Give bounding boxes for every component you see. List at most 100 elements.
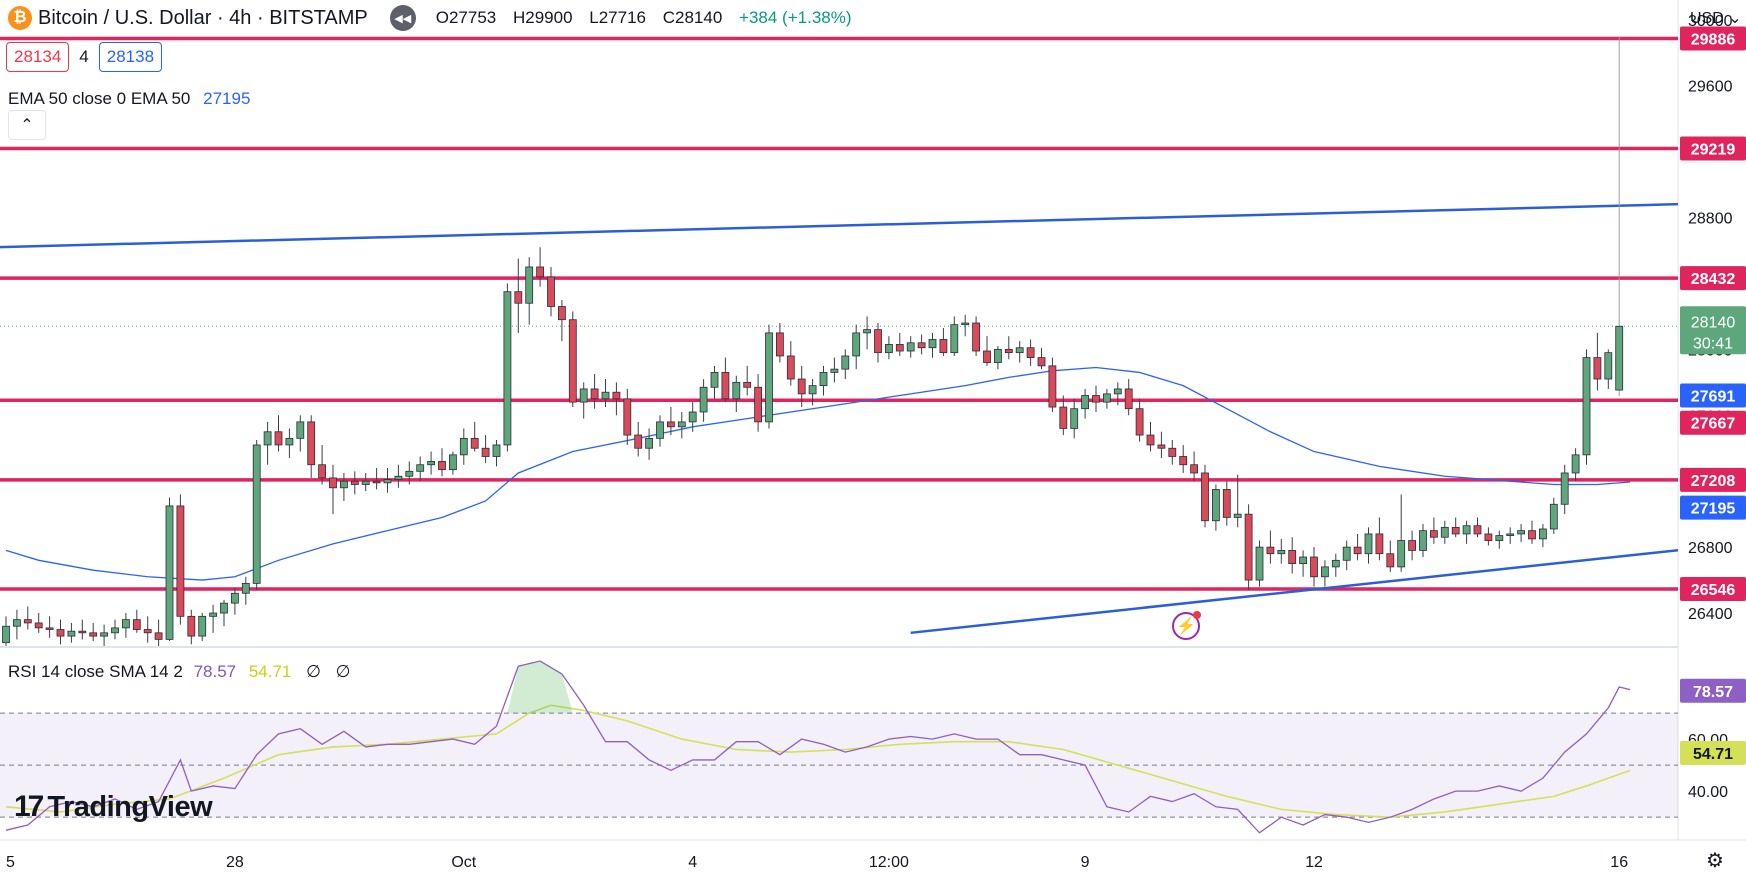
candle-up (394, 464, 403, 488)
candle-up (296, 415, 305, 452)
candle-body (1244, 513, 1253, 581)
candle-body (503, 291, 512, 446)
candle-down (536, 247, 544, 287)
candle-up (1440, 520, 1449, 544)
candle-body (329, 477, 337, 489)
candle-down (786, 341, 795, 386)
candle-down (1528, 520, 1536, 544)
candle-up (1582, 349, 1591, 465)
candle-up (1081, 388, 1089, 419)
candle-down (874, 323, 882, 363)
price-axis-label: 29886 (1680, 26, 1746, 51)
candle-body (1179, 456, 1188, 466)
rsi-tick-label: 40.00 (1688, 784, 1728, 801)
candle-body (1342, 546, 1351, 561)
candle-down (1430, 517, 1438, 544)
candle-body (1506, 533, 1515, 536)
price-axis-label-bg (1680, 467, 1746, 492)
candle-down (45, 616, 54, 638)
candle-body (1484, 533, 1493, 541)
interval[interactable]: 4h (229, 6, 252, 29)
candle-body (1539, 528, 1547, 540)
candle-body (1222, 489, 1231, 518)
candle-body (950, 324, 959, 354)
rsi-legend-empty-1: ∅ (306, 662, 321, 681)
candle-down (1179, 444, 1188, 473)
candle-down (1201, 464, 1209, 528)
event-bolt-icon[interactable]: ⚡ (1172, 611, 1201, 640)
candle-up (111, 619, 119, 640)
candle-up (950, 316, 959, 356)
candle-up (1419, 524, 1427, 558)
candle-body (230, 592, 239, 604)
candle-up (525, 257, 534, 325)
candle-down (1059, 395, 1068, 436)
candle-body (1604, 352, 1613, 380)
replay-icon[interactable]: ◀◀ (389, 5, 416, 31)
last-price-label: 28140 30:41 (1680, 306, 1746, 355)
price-axis-label: 27667 (1680, 410, 1746, 435)
currency-selector[interactable]: USD ⌄ (1690, 8, 1742, 28)
candle-body (1168, 447, 1177, 457)
candle-body (568, 319, 577, 403)
candle-body (1560, 472, 1569, 505)
candle-up (1331, 553, 1340, 577)
tradingview-logo[interactable]: 17 TradingView (14, 790, 213, 824)
currency-label: USD (1690, 10, 1724, 27)
candle-body (786, 355, 795, 380)
candle-up (1299, 550, 1307, 577)
candle-up (808, 379, 817, 406)
notification-dot (1193, 611, 1201, 619)
candle-down (481, 435, 490, 464)
gear-icon[interactable]: ⚙ (1706, 850, 1724, 872)
symbol-name[interactable]: Bitcoin / U.S. Dollar (38, 6, 212, 29)
candle-body (983, 350, 991, 363)
candle-up (645, 428, 653, 460)
candle-body (743, 381, 752, 388)
tradingview-mark-icon: 17 (14, 790, 44, 823)
candle-up (1364, 527, 1373, 564)
price-axis-label-text: 29886 (1691, 32, 1736, 49)
candle-up (1495, 530, 1504, 549)
candle-body (1266, 546, 1275, 555)
candle-body (1517, 530, 1525, 535)
candle-up (209, 604, 218, 633)
candle-body (906, 342, 915, 352)
candle-body (579, 388, 588, 403)
candle-body (1201, 472, 1209, 522)
candle-body (165, 505, 174, 640)
candle-down (1408, 530, 1416, 561)
candle-body (1288, 550, 1297, 565)
candle-body (187, 615, 196, 637)
price-axis-label: 26546 (1680, 576, 1746, 601)
candle-up (241, 576, 250, 605)
candle-down (274, 415, 283, 452)
tradingview-wordmark: TradingView (47, 790, 213, 823)
ema-legend[interactable]: EMA 50 close 0 EMA 50 27195 (8, 89, 250, 109)
candle-down (514, 258, 523, 333)
candle-down (612, 382, 621, 416)
candle-body (1103, 393, 1111, 403)
candle-body (470, 437, 479, 449)
sell-button[interactable]: 28134 (6, 42, 70, 72)
candle-body (1386, 553, 1395, 568)
high-value: H29900 (512, 8, 573, 27)
rsi-legend[interactable]: RSI 14 close SMA 14 2 78.57 54.71 ∅ ∅ (8, 662, 350, 682)
price-axis-label: 28432 (1680, 266, 1746, 291)
candle-up (1506, 527, 1515, 544)
price-axis-label-bg (1680, 495, 1746, 520)
candle-body (1495, 535, 1504, 541)
candle-body (12, 619, 21, 627)
collapse-legend-button[interactable]: ⌃ (8, 110, 46, 140)
candle-up (12, 609, 21, 640)
candle-body (427, 461, 436, 466)
rsi-legend-value: 78.57 (193, 662, 237, 681)
candle-down (34, 613, 43, 633)
candle-body (972, 322, 980, 352)
candle-body (1473, 525, 1482, 535)
candle-body (307, 421, 316, 466)
bitcoin-icon: ₿ (8, 6, 32, 30)
buy-button[interactable]: 28138 (98, 42, 163, 72)
candle-body (1026, 347, 1035, 359)
